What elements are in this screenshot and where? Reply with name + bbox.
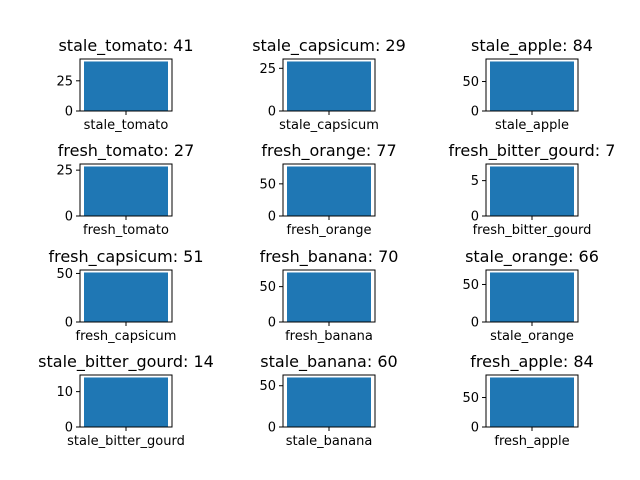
subplot-title: fresh_capsicum: 51 <box>48 247 203 267</box>
y-tick-label: 0 <box>268 210 276 225</box>
x-tick-label: fresh_bitter_gourd <box>473 223 592 238</box>
y-tick-label: 50 <box>259 379 276 394</box>
subplot-fresh-apple: fresh_apple: 84 0 50 fresh_apple <box>462 352 593 449</box>
subplot-stale-capsicum: stale_capsicum: 29 0 25 stale_capsicum <box>252 36 406 133</box>
y-tick-label: 0 <box>268 105 276 120</box>
bar <box>287 272 371 322</box>
x-tick-label: fresh_orange <box>287 223 372 238</box>
x-tick-label: fresh_apple <box>494 434 569 449</box>
y-tick-label: 50 <box>259 280 276 295</box>
y-tick-label: 25 <box>56 74 73 89</box>
bar <box>287 377 371 427</box>
y-tick-label: 50 <box>259 177 276 192</box>
y-tick-label: 25 <box>56 164 73 179</box>
y-tick-label: 0 <box>268 421 276 436</box>
subplot-title: fresh_bitter_gourd: 7 <box>449 141 616 161</box>
y-tick-label: 10 <box>56 385 73 400</box>
bar <box>287 166 371 216</box>
y-tick-label: 0 <box>471 316 479 331</box>
subplot-title: stale_capsicum: 29 <box>252 36 406 56</box>
subplot-title: stale_bitter_gourd: 14 <box>38 352 214 372</box>
subplot-title: stale_orange: 66 <box>465 247 599 267</box>
y-tick-label: 50 <box>462 391 479 406</box>
subplot-stale-bitter-gourd: stale_bitter_gourd: 14 0 10 stale_bitter_go… <box>38 352 214 449</box>
subplot-fresh-tomato: fresh_tomato: 27 0 25 fresh_tomato <box>56 141 194 238</box>
bar <box>287 61 371 111</box>
y-tick-label: 5 <box>471 174 479 189</box>
y-tick-label: 50 <box>462 75 479 90</box>
x-tick-label: fresh_capsicum <box>76 329 177 344</box>
y-tick-label: 0 <box>471 421 479 436</box>
y-tick-label: 0 <box>65 316 73 331</box>
subplot-title: fresh_orange: 77 <box>261 141 396 161</box>
subplot-fresh-bitter-gourd: fresh_bitter_gourd: 7 0 5 fresh_bitter_gour… <box>449 141 616 238</box>
x-tick-label: fresh_tomato <box>83 223 169 238</box>
subplot-fresh-capsicum: fresh_capsicum: 51 0 50 fresh_capsicum <box>48 247 203 344</box>
subplot-title: fresh_banana: 70 <box>260 247 399 267</box>
bar <box>84 377 168 427</box>
subplot-title: stale_banana: 60 <box>260 352 397 372</box>
y-tick-label: 0 <box>471 210 479 225</box>
x-tick-label: stale_banana <box>286 434 373 449</box>
bar <box>490 272 574 322</box>
subplot-stale-banana: stale_banana: 60 0 50 stale_banana <box>259 352 397 449</box>
subplot-title: stale_tomato: 41 <box>58 36 193 56</box>
subplot-fresh-orange: fresh_orange: 77 0 50 fresh_orange <box>259 141 396 238</box>
bar <box>84 166 168 216</box>
y-tick-label: 25 <box>259 62 276 77</box>
x-tick-label: stale_apple <box>495 118 569 133</box>
y-tick-label: 0 <box>471 105 479 120</box>
y-tick-label: 50 <box>56 267 73 282</box>
x-tick-label: stale_capsicum <box>279 118 379 133</box>
subplot-stale-orange: stale_orange: 66 0 50 stale_orange <box>462 247 598 344</box>
bar <box>490 61 574 111</box>
y-tick-label: 50 <box>462 278 479 293</box>
x-tick-label: stale_orange <box>490 329 574 344</box>
bar <box>84 272 168 322</box>
y-tick-label: 0 <box>65 421 73 436</box>
x-tick-label: stale_bitter_gourd <box>67 434 185 449</box>
subplot-title: fresh_tomato: 27 <box>58 141 195 161</box>
y-tick-label: 0 <box>65 210 73 225</box>
x-tick-label: stale_tomato <box>84 118 169 133</box>
subplot-title: stale_apple: 84 <box>471 36 593 56</box>
bar <box>490 166 574 216</box>
y-tick-label: 0 <box>268 316 276 331</box>
subplot-stale-tomato: stale_tomato: 41 0 25 stale_tomato <box>56 36 193 133</box>
subplot-stale-apple: stale_apple: 84 0 50 stale_apple <box>462 36 593 133</box>
x-tick-label: fresh_banana <box>285 329 373 344</box>
bar <box>490 377 574 427</box>
y-tick-label: 0 <box>65 105 73 120</box>
subplot-title: fresh_apple: 84 <box>470 352 593 372</box>
bar <box>84 61 168 111</box>
subplot-fresh-banana: fresh_banana: 70 0 50 fresh_banana <box>259 247 398 344</box>
